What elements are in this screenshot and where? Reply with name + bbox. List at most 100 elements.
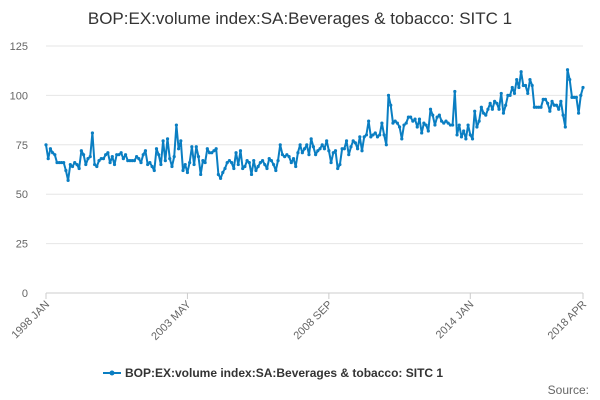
- data-point[interactable]: [176, 147, 181, 151]
- data-point[interactable]: [526, 91, 530, 96]
- data-point[interactable]: [548, 109, 552, 113]
- data-point[interactable]: [397, 125, 402, 129]
- data-point[interactable]: [468, 133, 472, 137]
- data-point[interactable]: [537, 105, 541, 109]
- data-point[interactable]: [543, 97, 548, 101]
- data-point[interactable]: [437, 113, 441, 117]
- data-point[interactable]: [139, 160, 143, 165]
- data-point[interactable]: [400, 137, 404, 141]
- data-point[interactable]: [546, 101, 550, 105]
- data-point[interactable]: [344, 139, 349, 143]
- data-point[interactable]: [391, 121, 395, 125]
- data-point[interactable]: [512, 91, 517, 96]
- data-point[interactable]: [44, 143, 48, 147]
- data-point[interactable]: [283, 155, 287, 159]
- data-point[interactable]: [190, 145, 194, 149]
- data-point[interactable]: [373, 131, 377, 135]
- data-point[interactable]: [393, 119, 397, 123]
- data-point[interactable]: [534, 105, 539, 109]
- data-point[interactable]: [371, 133, 375, 137]
- data-point[interactable]: [192, 162, 196, 167]
- data-point[interactable]: [307, 153, 311, 157]
- data-point[interactable]: [451, 123, 455, 127]
- data-point[interactable]: [333, 149, 338, 153]
- data-point[interactable]: [360, 149, 364, 153]
- data-point[interactable]: [269, 159, 274, 163]
- data-point[interactable]: [221, 170, 225, 175]
- data-point[interactable]: [287, 155, 291, 159]
- data-point[interactable]: [86, 157, 90, 161]
- data-point[interactable]: [415, 125, 419, 129]
- data-point[interactable]: [331, 151, 335, 155]
- data-point[interactable]: [459, 135, 464, 139]
- data-point[interactable]: [362, 135, 366, 139]
- data-point[interactable]: [446, 121, 450, 125]
- data-point[interactable]: [258, 160, 262, 165]
- data-point[interactable]: [212, 149, 216, 153]
- data-point[interactable]: [358, 135, 362, 139]
- data-point[interactable]: [404, 121, 408, 125]
- legend[interactable]: BOP:EX:volume index:SA:Beverages & tobac…: [103, 366, 443, 380]
- data-point[interactable]: [280, 153, 285, 157]
- data-point[interactable]: [170, 164, 174, 169]
- data-point[interactable]: [305, 143, 309, 147]
- data-point[interactable]: [234, 151, 238, 155]
- data-point[interactable]: [199, 172, 203, 177]
- data-point[interactable]: [272, 162, 276, 167]
- data-point[interactable]: [457, 123, 461, 127]
- data-point[interactable]: [128, 159, 132, 163]
- data-point[interactable]: [550, 99, 554, 103]
- data-point[interactable]: [389, 103, 393, 107]
- data-point[interactable]: [431, 113, 435, 117]
- data-point[interactable]: [146, 162, 150, 167]
- data-point[interactable]: [291, 157, 296, 161]
- data-point[interactable]: [77, 166, 81, 171]
- data-point[interactable]: [484, 113, 488, 117]
- data-point[interactable]: [252, 159, 256, 163]
- data-point[interactable]: [523, 83, 528, 88]
- data-point[interactable]: [490, 107, 494, 111]
- data-point[interactable]: [417, 117, 422, 121]
- data-point[interactable]: [470, 137, 475, 141]
- data-point[interactable]: [380, 121, 384, 125]
- data-point[interactable]: [59, 160, 64, 165]
- data-point[interactable]: [185, 170, 190, 175]
- data-point[interactable]: [93, 162, 97, 167]
- data-point[interactable]: [119, 151, 123, 155]
- data-point[interactable]: [101, 157, 106, 161]
- data-point[interactable]: [274, 168, 278, 173]
- data-point[interactable]: [51, 151, 55, 155]
- data-point[interactable]: [117, 153, 121, 157]
- data-point[interactable]: [557, 107, 561, 111]
- data-point[interactable]: [515, 77, 519, 82]
- data-point[interactable]: [355, 147, 360, 151]
- data-point[interactable]: [143, 149, 148, 153]
- data-point[interactable]: [300, 151, 304, 155]
- data-point[interactable]: [163, 159, 167, 163]
- data-point[interactable]: [428, 107, 433, 111]
- data-point[interactable]: [422, 121, 426, 125]
- data-point[interactable]: [351, 139, 355, 143]
- data-point[interactable]: [232, 166, 236, 171]
- data-point[interactable]: [238, 149, 243, 153]
- data-point[interactable]: [207, 151, 212, 155]
- data-point[interactable]: [249, 172, 254, 177]
- data-point[interactable]: [384, 143, 388, 147]
- data-point[interactable]: [420, 131, 424, 135]
- data-point[interactable]: [104, 153, 108, 157]
- data-point[interactable]: [68, 162, 72, 167]
- data-point[interactable]: [48, 147, 53, 151]
- data-point[interactable]: [501, 111, 506, 115]
- data-point[interactable]: [227, 159, 232, 163]
- data-point[interactable]: [314, 153, 318, 157]
- data-point[interactable]: [216, 172, 220, 177]
- data-point[interactable]: [506, 93, 510, 97]
- data-point[interactable]: [254, 168, 258, 173]
- data-point[interactable]: [243, 164, 247, 169]
- data-point[interactable]: [336, 166, 340, 171]
- data-point[interactable]: [108, 160, 112, 165]
- data-point[interactable]: [340, 147, 344, 151]
- data-point[interactable]: [137, 157, 141, 161]
- data-point[interactable]: [276, 159, 280, 163]
- data-point[interactable]: [409, 115, 413, 119]
